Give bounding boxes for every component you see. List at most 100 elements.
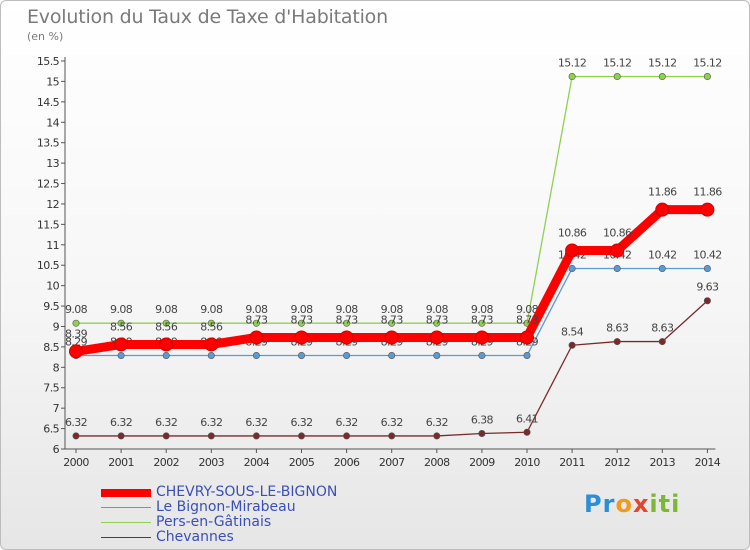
data-point	[72, 319, 80, 327]
data-point	[162, 351, 170, 359]
data-point	[658, 73, 666, 81]
x-tick-label: 2004	[244, 456, 270, 469]
data-point	[252, 351, 260, 359]
data-point	[433, 319, 441, 327]
data-point	[388, 351, 396, 359]
data-label: 8.73	[381, 314, 404, 327]
y-tick-label: 15	[46, 75, 59, 88]
data-label: 8.73	[471, 314, 494, 327]
data-label: 6.32	[110, 416, 132, 429]
chart-title: Evolution du Taux de Taxe d'Habitation	[27, 6, 388, 28]
data-point	[297, 432, 305, 440]
data-label: 6.41	[516, 412, 538, 425]
data-point	[249, 330, 264, 345]
y-tick-label: 13.5	[37, 137, 60, 150]
y-tick-label: 8	[53, 361, 60, 374]
data-label: 8.54	[561, 325, 584, 338]
data-label: 8.56	[155, 320, 178, 333]
data-label: 10.42	[693, 248, 722, 261]
data-point	[162, 432, 170, 440]
data-point	[204, 337, 219, 352]
data-point	[523, 428, 531, 436]
data-label: 6.32	[336, 416, 358, 429]
data-point	[388, 432, 396, 440]
data-label: 9.08	[290, 303, 313, 316]
data-label: 8.63	[606, 322, 629, 335]
data-label: 8.29	[65, 335, 88, 348]
y-tick-label: 15.5	[37, 55, 60, 68]
data-point	[568, 264, 576, 272]
data-label: 10.42	[648, 248, 677, 261]
y-tick-label: 6.5	[43, 423, 59, 436]
data-label: 8.73	[336, 314, 359, 327]
legend-label: CHEVRY-SOUS-LE-BIGNON	[156, 484, 338, 500]
data-label: 9.08	[426, 303, 449, 316]
data-point	[297, 319, 305, 327]
data-point	[429, 330, 444, 345]
y-tick-label: 12.5	[37, 178, 60, 191]
data-point	[207, 432, 215, 440]
data-point	[613, 338, 621, 346]
y-tick-label: 12	[46, 198, 59, 211]
x-tick-label: 2011	[559, 456, 585, 469]
data-point	[703, 264, 711, 272]
legend-swatch	[101, 507, 151, 508]
data-point	[613, 264, 621, 272]
data-label: 9.08	[65, 303, 88, 316]
data-point	[703, 297, 711, 305]
data-label: 10.86	[603, 227, 632, 240]
data-label: 11.86	[648, 186, 677, 199]
data-point	[610, 243, 625, 258]
data-label: 8.39	[65, 327, 88, 340]
x-tick-label: 2009	[469, 456, 495, 469]
data-point	[384, 330, 399, 345]
data-point	[252, 319, 260, 327]
data-label: 15.12	[693, 57, 722, 70]
data-point	[433, 432, 441, 440]
data-point	[700, 202, 715, 217]
data-point	[388, 319, 396, 327]
x-tick-label: 2003	[198, 456, 224, 469]
data-point	[343, 351, 351, 359]
x-tick-label: 2001	[108, 456, 134, 469]
y-tick-label: 13	[46, 157, 59, 170]
legend-label: Le Bignon-Mirabeau	[156, 499, 296, 515]
legend-label: Pers-en-Gâtinais	[156, 514, 272, 530]
data-label: 8.73	[245, 314, 268, 327]
x-tick-label: 2014	[695, 456, 721, 469]
y-tick-label: 10.5	[37, 259, 60, 272]
data-point	[252, 432, 260, 440]
y-tick-label: 7	[53, 402, 60, 415]
data-label: 8.63	[651, 322, 674, 335]
data-point	[117, 319, 125, 327]
y-tick-label: 11	[46, 239, 59, 252]
legend-swatch	[101, 537, 151, 538]
data-label: 9.63	[696, 281, 719, 294]
data-point	[655, 202, 670, 217]
data-point	[568, 73, 576, 81]
data-point	[478, 319, 486, 327]
data-point	[658, 264, 666, 272]
data-point	[114, 337, 129, 352]
data-point	[343, 432, 351, 440]
data-label: 8.56	[110, 320, 133, 333]
y-tick-label: 7.5	[43, 382, 59, 395]
data-label: 9.08	[336, 303, 359, 316]
y-tick-label: 8.5	[43, 341, 59, 354]
proxiti-logo: Proxiti	[584, 490, 681, 518]
data-point	[523, 351, 531, 359]
data-point	[478, 351, 486, 359]
data-point	[117, 432, 125, 440]
legend-label: Chevannes	[156, 529, 234, 545]
data-point	[69, 344, 83, 359]
data-label: 10.86	[558, 227, 587, 240]
y-tick-label: 10	[46, 280, 59, 293]
x-tick-label: 2000	[63, 456, 89, 469]
data-point	[162, 319, 170, 327]
data-point	[568, 341, 576, 349]
data-point	[433, 351, 441, 359]
data-point	[207, 351, 215, 359]
data-point	[703, 73, 711, 81]
data-label: 9.08	[110, 303, 133, 316]
